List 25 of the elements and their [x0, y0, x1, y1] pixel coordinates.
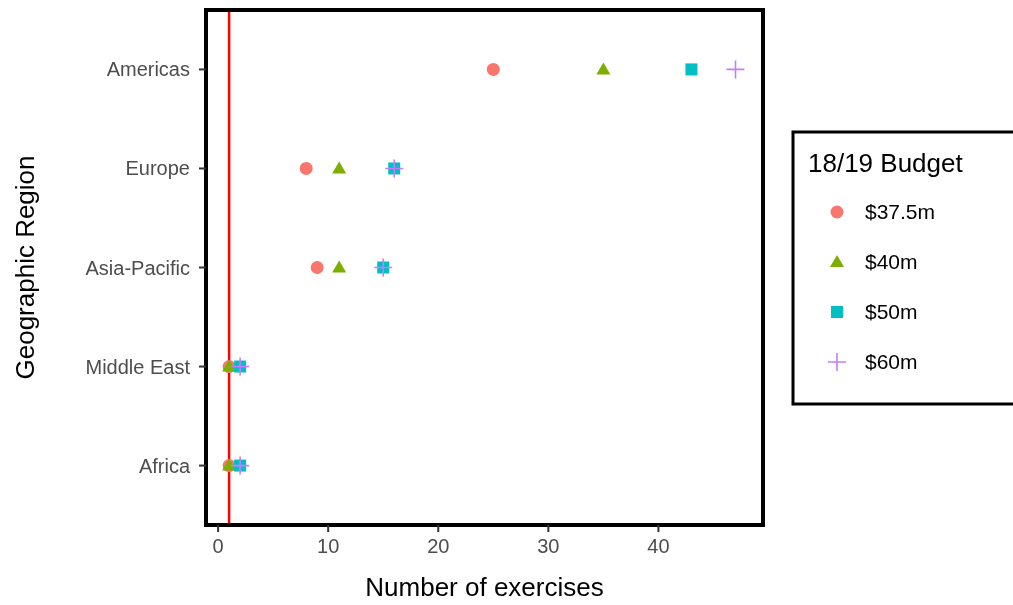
- legend-label: $37.5m: [865, 200, 936, 224]
- y-tick-label: Europe: [125, 157, 190, 180]
- y-tick-label: Middle East: [85, 355, 191, 378]
- legend-label: $40m: [865, 250, 918, 274]
- legend-title: 18/19 Budget: [808, 148, 964, 178]
- x-tick-label: 30: [537, 535, 560, 557]
- point: [332, 260, 347, 273]
- x-tick-label: 0: [212, 535, 224, 557]
- point: [685, 63, 698, 76]
- legend-label: $50m: [865, 300, 918, 324]
- y-tick-label: Asia-Pacific: [85, 256, 190, 279]
- x-tick-label: 10: [317, 535, 340, 557]
- point: [310, 261, 324, 274]
- x-axis-title: Number of exercises: [365, 572, 604, 602]
- x-tick-label: 40: [647, 535, 670, 557]
- point: [299, 161, 313, 175]
- y-tick-label: Africa: [138, 454, 191, 477]
- x-tick-label: 20: [427, 535, 450, 557]
- y-tick-label: Americas: [106, 58, 190, 81]
- point: [596, 62, 611, 75]
- y-axis-title: Geographic Region: [10, 155, 40, 380]
- point: [725, 59, 746, 80]
- point: [332, 161, 347, 174]
- point: [486, 62, 500, 76]
- legend-label: $60m: [865, 350, 918, 374]
